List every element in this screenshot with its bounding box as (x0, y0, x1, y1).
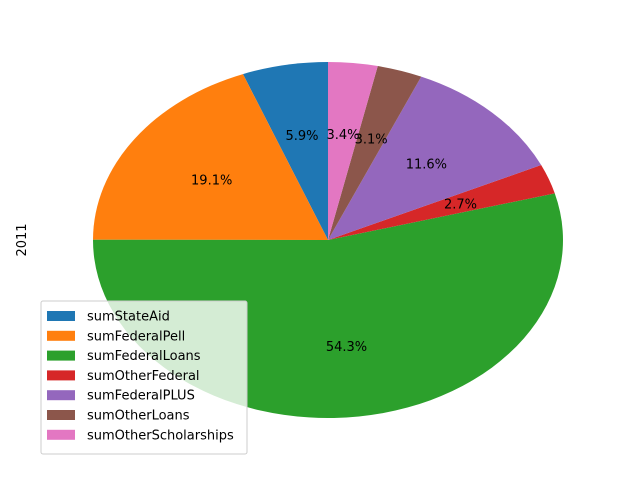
y-axis-label: 2011 (15, 223, 30, 256)
legend-swatch-sumOtherLoans (47, 410, 75, 420)
legend-label-sumFederalLoans: sumFederalLoans (87, 349, 201, 364)
legend-swatch-sumFederalPell (47, 330, 75, 341)
legend-label-sumOtherLoans: sumOtherLoans (87, 409, 190, 424)
legend-label-sumStateAid: sumStateAid (87, 310, 170, 325)
percent-label-sumFederalLoans: 54.3% (326, 340, 367, 355)
legend-swatch-sumStateAid (47, 311, 75, 321)
legend: sumStateAid sumFederalPell sumFederalLoans… (40, 300, 248, 455)
percent-label-sumOtherScholarships: 3.4% (326, 128, 359, 143)
legend-swatch-sumFederalLoans (47, 350, 75, 361)
pie-slice-sumStateAid (242, 62, 328, 240)
percent-label-sumOtherFederal: 2.7% (444, 197, 477, 212)
legend-frame (40, 300, 248, 455)
legend-label-sumFederalPLUS: sumFederalPLUS (87, 389, 195, 404)
percent-labels: 5.9% 19.1% 54.3% 2.7% 11.6% 3.1%3.4% (191, 128, 477, 355)
legend-label-sumOtherScholarships: sumOtherScholarships (87, 428, 234, 443)
legend-swatch-sumFederalPLUS (47, 390, 75, 401)
legend-label-sumFederalPell: sumFederalPell (87, 329, 185, 344)
percent-label-sumFederalPell: 19.1% (191, 174, 232, 189)
pie-slice-sumFederalPell (93, 74, 328, 240)
legend-swatch-sumOtherScholarships (47, 429, 75, 440)
legend-items: sumStateAid sumFederalPell sumFederalLoans… (47, 310, 234, 443)
legend-swatch-sumOtherFederal (47, 370, 75, 381)
percent-label-sumFederalPLUS: 11.6% (406, 158, 447, 173)
legend-label-sumOtherFederal: sumOtherFederal (87, 369, 200, 384)
percent-label-sumOtherLoans: 3.1% (355, 132, 388, 147)
pie-slice-sumOtherScholarships (328, 62, 378, 240)
percent-label-sumStateAid: 5.9% (285, 129, 318, 144)
pie-slice-sumOtherLoans (328, 66, 422, 240)
pie-slice-sumOtherFederal (328, 165, 555, 240)
pie-slice-sumFederalPLUS (328, 76, 542, 240)
